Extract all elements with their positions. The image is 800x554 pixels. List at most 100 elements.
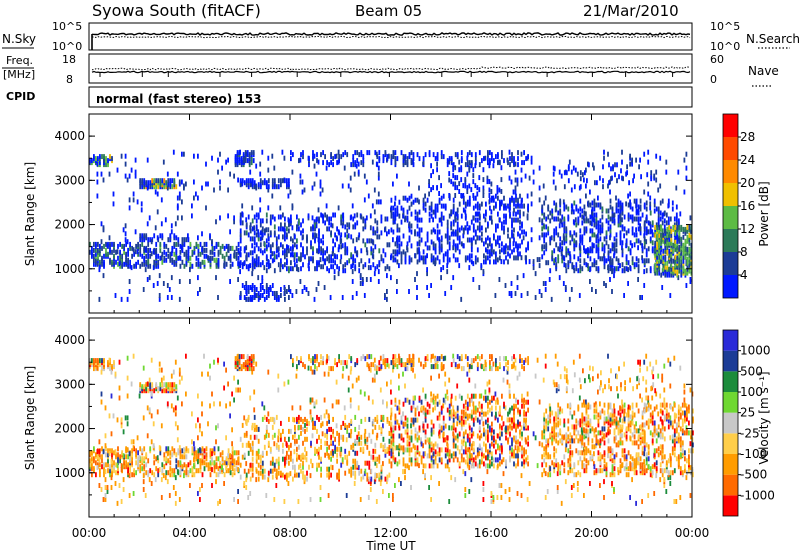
power-cell (418, 231, 421, 237)
velocity-cell (637, 375, 639, 381)
colorbar-segment (723, 229, 738, 252)
power-cell (581, 234, 584, 240)
power-cell (255, 242, 258, 248)
power-cell (440, 183, 442, 189)
velocity-cell (197, 393, 199, 399)
velocity-cell (225, 468, 228, 474)
power-cell (589, 246, 592, 252)
power-cell (637, 204, 640, 210)
velocity-cell (255, 424, 258, 430)
power-cell (233, 253, 235, 259)
velocity-cell (225, 403, 227, 409)
power-cell (93, 241, 95, 247)
power-cell (654, 240, 657, 246)
power-cell (571, 204, 574, 210)
power-cell (470, 152, 473, 158)
velocity-cell (128, 473, 131, 479)
power-cell (251, 236, 254, 242)
power-cell (300, 256, 302, 262)
power-cell (259, 293, 262, 298)
power-cell (392, 150, 395, 156)
power-cell (157, 253, 160, 259)
power-cell (382, 154, 385, 160)
power-cell (552, 179, 555, 185)
power-cell (355, 291, 358, 296)
velocity-cell (313, 401, 316, 407)
power-cell (617, 202, 620, 208)
power-cell (373, 187, 376, 193)
power-cell (678, 256, 681, 262)
power-cell (342, 212, 345, 218)
power-cell (273, 165, 276, 171)
power-cell (313, 296, 316, 302)
velocity-cell (645, 395, 648, 401)
power-cell (525, 156, 527, 162)
power-cell (483, 156, 485, 162)
power-cell (680, 262, 683, 268)
velocity-cell (506, 369, 509, 375)
power-cell (308, 266, 310, 272)
power-cell (332, 162, 334, 168)
power-cell (428, 191, 430, 197)
power-cell (197, 275, 199, 281)
power-cell (649, 205, 652, 211)
power-cell (672, 224, 675, 230)
power-cell (487, 249, 489, 255)
velocity-cell (132, 439, 135, 445)
power-cell (103, 243, 105, 249)
power-cell (464, 177, 467, 183)
velocity-cell (178, 497, 181, 502)
power-cell (322, 218, 324, 224)
power-cell (565, 204, 568, 210)
power-cell (284, 216, 286, 222)
velocity-cell (101, 366, 103, 372)
power-cell (660, 258, 663, 264)
velocity-cell (251, 462, 254, 468)
velocity-cell (171, 382, 174, 388)
power-cell (611, 242, 614, 248)
velocity-cell (544, 353, 547, 359)
velocity-cell (448, 467, 451, 473)
power-cell (487, 150, 489, 156)
power-cell (555, 226, 558, 232)
power-cell (593, 202, 596, 208)
velocity-cell (217, 472, 220, 478)
power-cell (284, 232, 286, 238)
velocity-cell (111, 470, 113, 476)
power-cell (446, 263, 449, 269)
power-cell (499, 199, 501, 205)
velocity-cell (233, 397, 235, 403)
power-cell (527, 241, 529, 247)
power-cell (575, 262, 578, 268)
velocity-cell (388, 363, 390, 369)
velocity-cell (422, 387, 424, 393)
velocity-cell (183, 447, 185, 453)
power-cell (448, 235, 451, 241)
power-cell (643, 189, 646, 195)
power-cell (426, 271, 428, 277)
power-cell (321, 187, 324, 193)
power-cell (621, 268, 624, 274)
power-cell (639, 223, 641, 229)
velocity-cell (373, 373, 376, 379)
power-cell (494, 293, 497, 298)
power-cell (398, 199, 401, 205)
power-cell (587, 161, 589, 167)
power-cell (593, 243, 595, 249)
power-cell (390, 275, 392, 281)
velocity-cell (151, 470, 154, 476)
power-cell (675, 185, 678, 191)
power-cell (641, 212, 644, 218)
velocity-cell (103, 468, 105, 474)
velocity-cell (345, 493, 348, 498)
power-cell (288, 228, 290, 234)
power-cell (288, 222, 290, 228)
power-cell (338, 158, 340, 164)
power-cell (579, 268, 582, 274)
power-cell (259, 161, 262, 167)
velocity-cell (209, 375, 211, 381)
power-cell (313, 219, 316, 225)
velocity-cell (193, 472, 196, 478)
power-cell (643, 244, 646, 250)
